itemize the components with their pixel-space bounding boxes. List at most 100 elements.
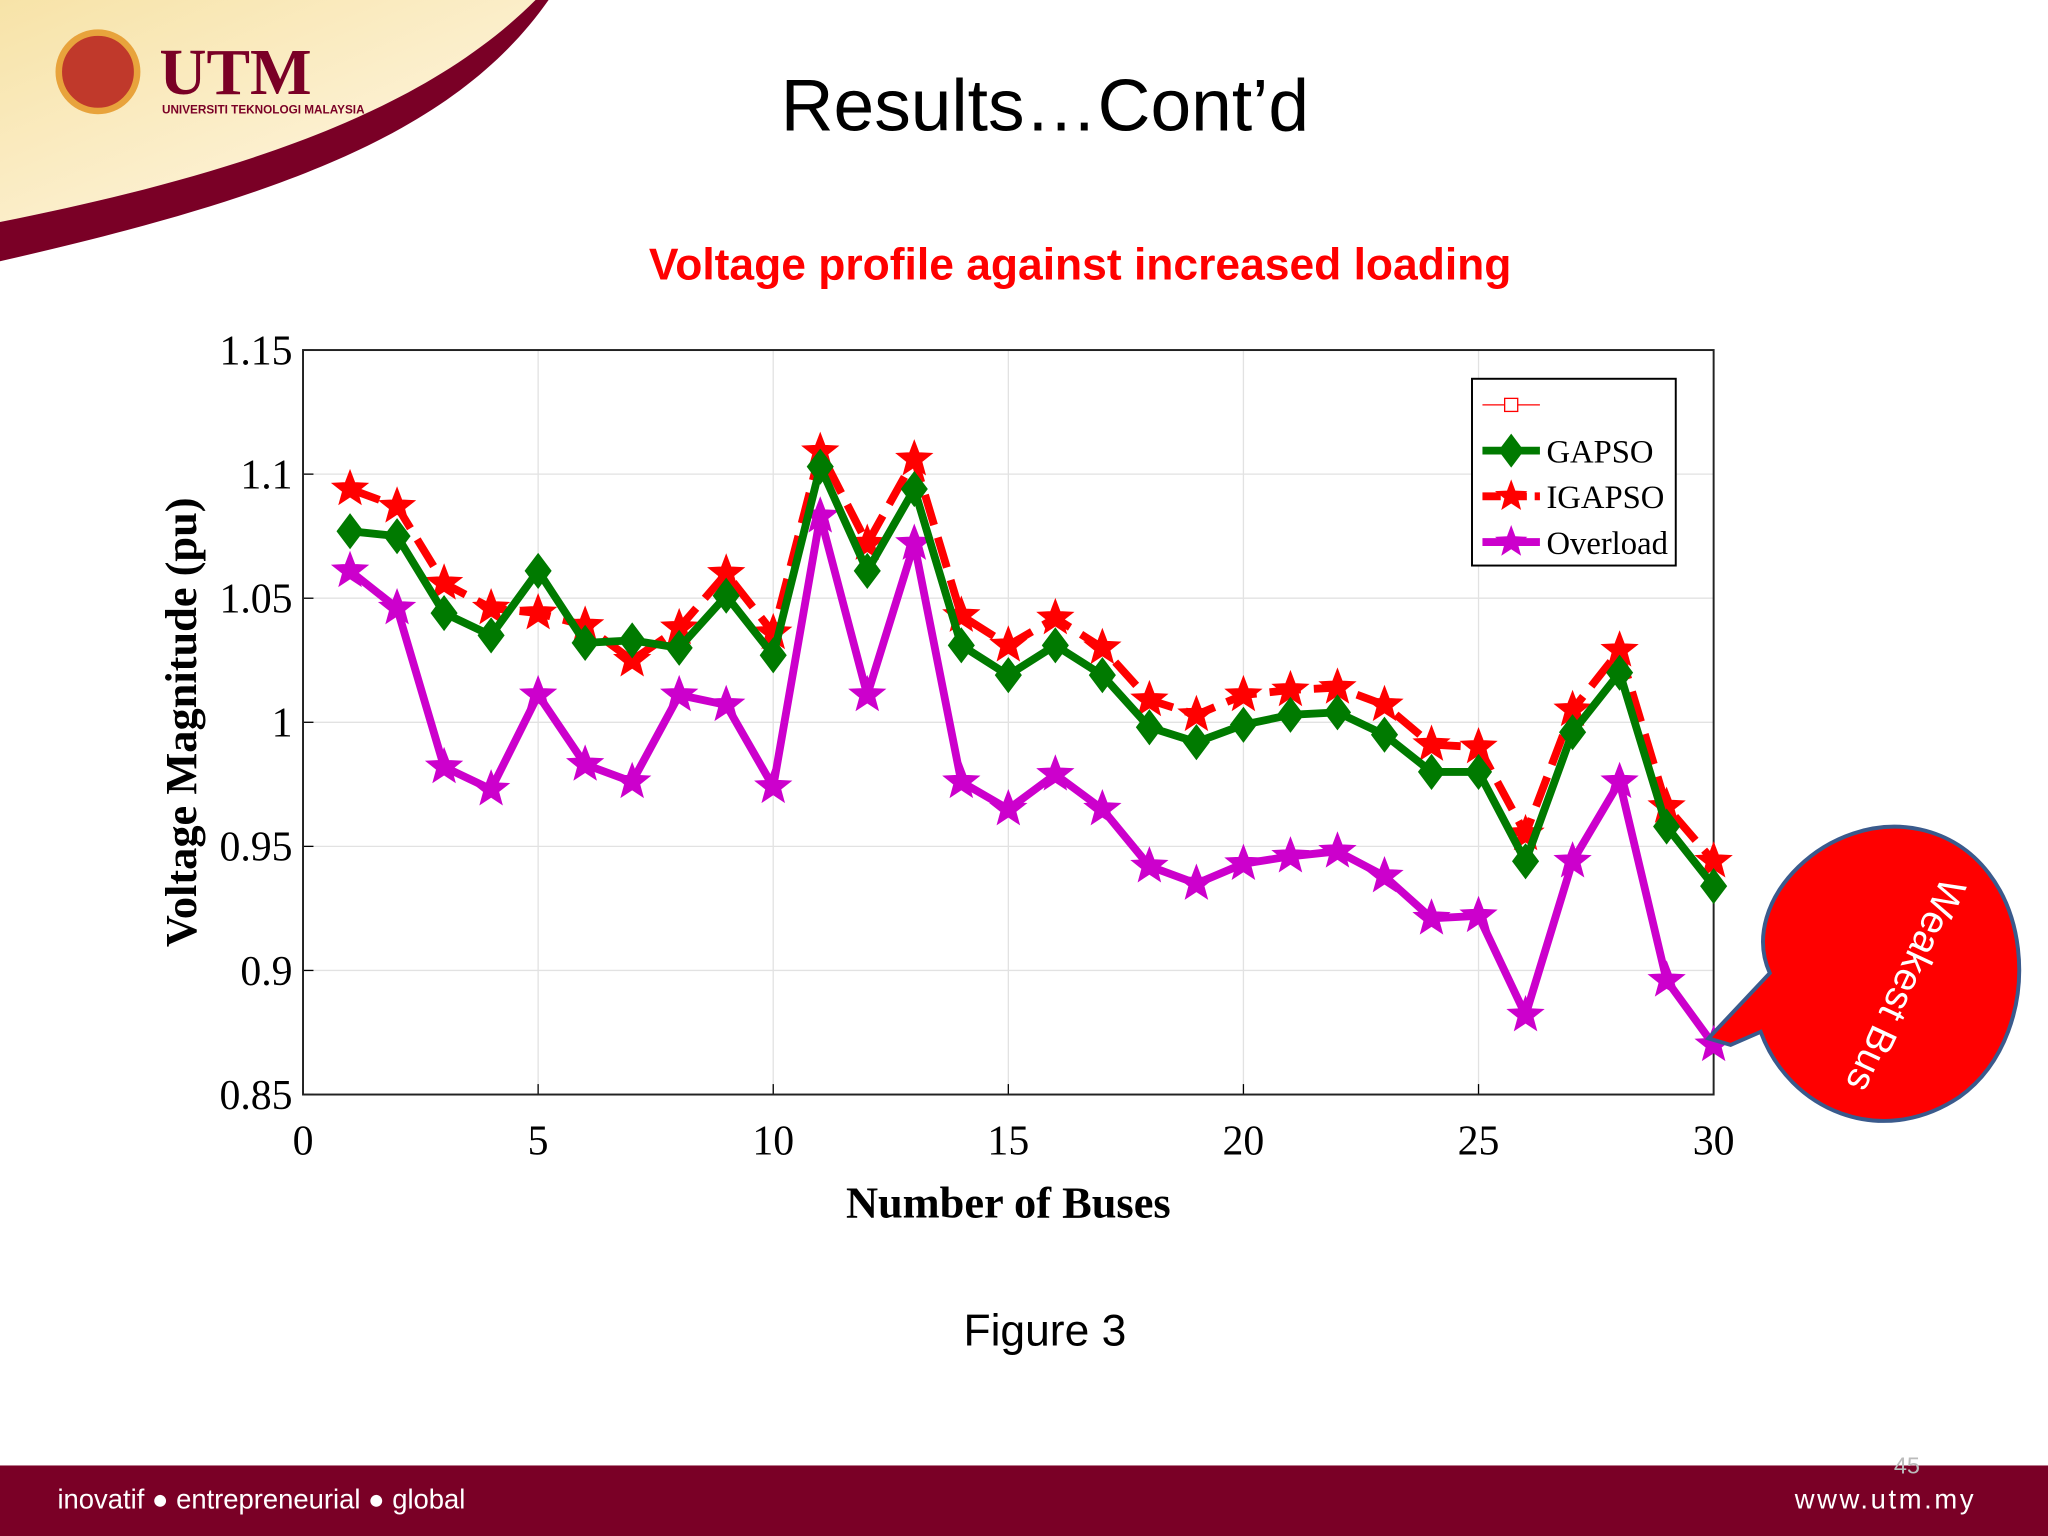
x-tick-label: 25	[1458, 1119, 1500, 1165]
data-marker	[1553, 841, 1592, 878]
data-marker	[1412, 898, 1451, 935]
data-marker	[471, 769, 511, 806]
x-tick-label: 0	[293, 1119, 314, 1165]
logo-emblem	[55, 29, 141, 115]
data-marker	[471, 588, 511, 625]
series-line	[347, 512, 1717, 1048]
data-marker	[1224, 843, 1263, 880]
data-marker	[665, 629, 693, 666]
data-marker	[994, 657, 1022, 694]
data-marker	[377, 486, 417, 523]
data-marker	[853, 552, 881, 589]
data-marker	[1083, 789, 1122, 826]
data-marker	[330, 468, 370, 506]
data-marker	[1459, 895, 1498, 933]
data-marker	[1318, 831, 1357, 868]
data-marker	[1653, 808, 1681, 845]
data-marker	[383, 518, 411, 555]
x-tick-label: 10	[752, 1119, 794, 1165]
data-marker	[1464, 753, 1493, 790]
chart-title: Voltage profile against increased loadin…	[649, 241, 1512, 290]
legend-swatch	[1504, 397, 1519, 413]
data-marker	[989, 789, 1028, 826]
data-marker	[1506, 994, 1545, 1032]
data-marker	[942, 761, 981, 799]
callout-shape	[1704, 824, 2022, 1123]
data-marker	[1224, 674, 1263, 712]
data-marker	[712, 577, 740, 614]
logo-subtext: UNIVERSITI TEKNOLOGI MALAYSIA	[162, 104, 365, 117]
data-marker	[1229, 706, 1257, 743]
y-tick-label: 0.9	[240, 949, 292, 995]
data-marker	[1276, 696, 1304, 733]
y-tick-label: 0.95	[219, 825, 292, 871]
x-axis-label: Number of Buses	[846, 1177, 1171, 1227]
legend-swatch	[1494, 479, 1528, 511]
data-marker	[1036, 597, 1075, 635]
footer-bar	[0, 1465, 2048, 1536]
data-marker	[1135, 709, 1163, 746]
data-marker	[377, 588, 417, 625]
data-marker	[989, 625, 1028, 662]
data-marker	[613, 640, 652, 677]
y-tick-label: 1.05	[219, 577, 292, 623]
data-marker	[1083, 627, 1122, 665]
data-marker	[895, 439, 934, 476]
logo-text: UTM	[159, 37, 311, 109]
data-marker	[424, 746, 464, 784]
y-tick-label: 0.85	[219, 1073, 292, 1119]
data-marker	[1370, 716, 1399, 753]
data-marker	[1177, 863, 1216, 900]
slide-title: Results…Cont’d	[781, 66, 1309, 147]
data-marker	[806, 448, 834, 485]
data-marker	[336, 513, 364, 550]
plot: 0.85 0.9 0.95 1 1.05 1.1 1.15 0 5 10 15 20 25 30 Numbe…	[156, 328, 1735, 1227]
y-tick-label: 1	[272, 701, 293, 747]
data-marker	[1271, 836, 1310, 873]
legend-swatch	[1494, 525, 1528, 556]
legend-label: GAPSO	[1546, 434, 1653, 470]
data-marker	[1182, 724, 1210, 761]
data-marker	[1511, 843, 1540, 880]
footer-url: www.utm.my	[1794, 1484, 1976, 1515]
data-marker	[707, 684, 746, 722]
data-marker	[1365, 856, 1404, 893]
data-marker	[518, 592, 558, 630]
data-marker	[566, 744, 605, 781]
y-tick-label: 1.1	[240, 452, 292, 498]
caption: Figure 3	[963, 1306, 1126, 1355]
data-marker	[1177, 694, 1216, 732]
data-marker	[1088, 657, 1116, 694]
x-tick-label: 5	[528, 1119, 549, 1165]
data-marker	[759, 637, 787, 674]
data-marker	[1559, 714, 1587, 751]
data-marker	[900, 470, 928, 508]
data-marker	[518, 674, 558, 712]
data-marker	[1041, 627, 1069, 664]
page-number: 45	[1894, 1452, 1920, 1478]
data-marker	[613, 761, 652, 799]
x-tick-label: 20	[1223, 1119, 1265, 1165]
data-marker	[1606, 654, 1634, 691]
data-marker	[524, 552, 552, 589]
data-marker	[330, 550, 370, 588]
data-marker	[430, 595, 458, 632]
footer-slogan: inovatif ● entrepreneurial ● global	[57, 1484, 465, 1515]
data-marker	[1323, 694, 1352, 731]
data-marker	[1130, 846, 1169, 883]
x-tick-label: 15	[987, 1119, 1029, 1165]
data-marker	[1700, 868, 1728, 905]
data-marker	[1647, 960, 1686, 997]
data-marker	[1365, 684, 1404, 722]
data-marker	[1600, 761, 1639, 799]
plot-frame	[302, 349, 1715, 1096]
x-tick-label: 30	[1693, 1119, 1735, 1165]
legend-label: IGAPSO	[1546, 480, 1664, 516]
data-marker	[754, 766, 793, 804]
data-marker	[424, 563, 464, 600]
header-swoosh	[0, 0, 549, 262]
data-marker	[660, 674, 699, 712]
data-marker	[477, 617, 505, 654]
